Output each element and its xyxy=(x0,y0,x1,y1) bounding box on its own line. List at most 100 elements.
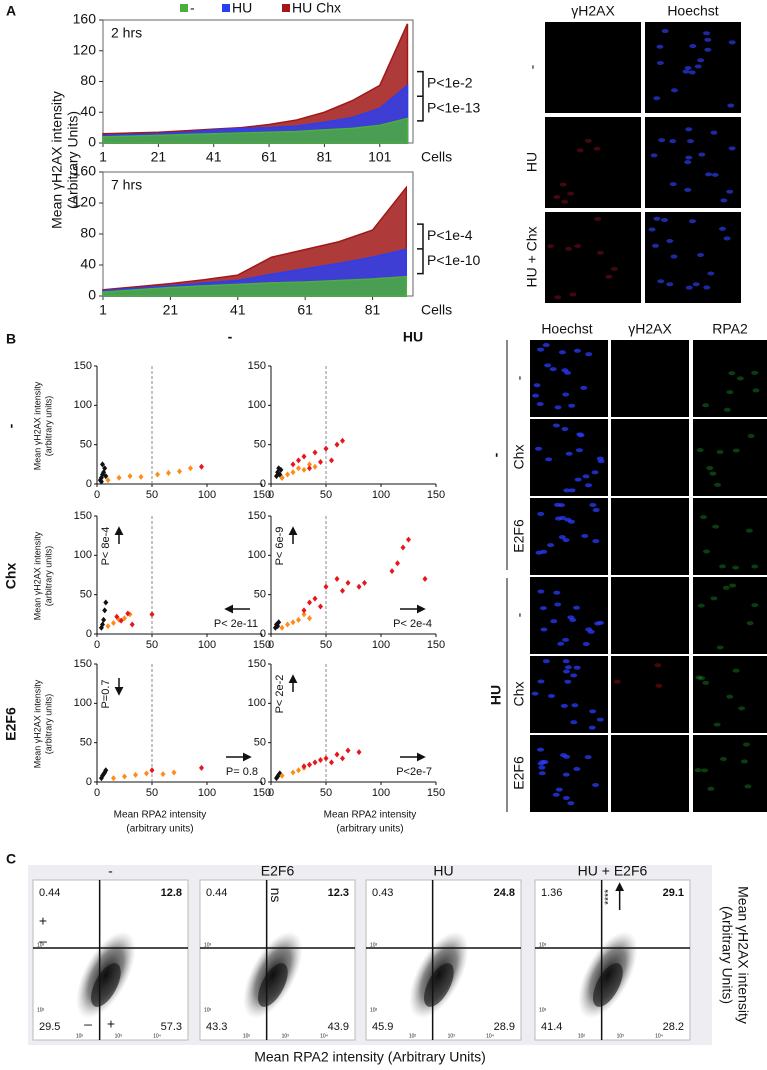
y-tick-label: 0 xyxy=(86,628,92,640)
point xyxy=(290,619,296,626)
y-tick-label: 50 xyxy=(254,439,266,451)
quadrant-value: 41.4 xyxy=(541,1021,562,1033)
x-axis-label: Mean RPA2 intensity (Arbitrary Units) xyxy=(254,1049,486,1065)
p-value: P< 2e-2 xyxy=(274,675,286,714)
bracket xyxy=(417,70,424,122)
nucleus xyxy=(704,47,712,52)
x-tick-label: 0 xyxy=(268,489,274,501)
nucleus xyxy=(539,759,547,764)
point xyxy=(329,457,334,464)
point xyxy=(111,775,116,782)
point xyxy=(199,764,204,771)
x-tick-label: 101 xyxy=(368,149,392,165)
x-tick-label: 10³ xyxy=(115,1033,123,1039)
point xyxy=(290,469,296,476)
marker: – xyxy=(84,1016,92,1032)
nucleus xyxy=(535,446,543,451)
point xyxy=(345,747,351,754)
nucleus xyxy=(554,295,562,300)
x-tick-label: 1 xyxy=(99,302,107,318)
axes xyxy=(96,366,262,485)
annotation: 7 hrs xyxy=(111,177,142,193)
nucleus xyxy=(702,403,710,408)
p-value: P< 2e-4 xyxy=(393,618,432,630)
point xyxy=(312,759,318,766)
x-tick-label: 10⁴ xyxy=(153,1033,161,1039)
point xyxy=(100,621,105,628)
nucleus xyxy=(558,350,566,355)
nucleus xyxy=(549,367,557,372)
y-label-line: Mean γH2AX intensity xyxy=(735,886,751,1024)
nucleus xyxy=(592,508,600,513)
nucleus xyxy=(558,535,566,540)
nucleus xyxy=(553,590,561,595)
micrograph xyxy=(611,340,689,417)
p-value: P<1e-2 xyxy=(427,75,473,91)
nucleus xyxy=(684,187,692,192)
nucleus xyxy=(580,385,588,390)
nucleus xyxy=(697,603,705,608)
row-label-group: - xyxy=(524,64,540,69)
point xyxy=(318,603,323,610)
column-header: - xyxy=(228,329,233,345)
nucleus xyxy=(723,236,731,241)
density-core xyxy=(257,963,288,1007)
panel-label: A xyxy=(6,3,16,19)
nucleus xyxy=(694,768,702,773)
nucleus xyxy=(707,786,715,791)
y-tick-label: 0 xyxy=(260,628,266,640)
x-tick-label: 50 xyxy=(320,489,332,501)
y-tick-label: 40 xyxy=(80,256,96,272)
y-label-line: Mean γH2AX intensity xyxy=(32,531,42,620)
point xyxy=(340,437,345,444)
x-axis-label: Mean RPA2 intensity xyxy=(114,810,207,821)
point xyxy=(296,616,301,623)
significance-group: ns xyxy=(268,888,284,903)
nucleus xyxy=(537,679,545,684)
nucleus xyxy=(701,768,709,773)
point xyxy=(138,473,144,480)
nucleus xyxy=(589,709,597,714)
nucleus xyxy=(697,252,705,257)
density-core xyxy=(592,963,623,1007)
row-label-group: HU + Chx xyxy=(524,226,540,287)
nucleus xyxy=(592,783,600,788)
y-tick-label: 0 xyxy=(86,478,92,490)
nucleus xyxy=(575,448,583,453)
group-label: HU xyxy=(488,685,504,705)
x-axis-label: (arbitrary units) xyxy=(336,824,403,835)
y-tick-label: 0 xyxy=(260,776,266,788)
nucleus xyxy=(584,138,592,143)
y-label-line: Mean γH2AX intensity xyxy=(32,679,42,768)
point xyxy=(160,771,166,778)
nucleus xyxy=(544,363,552,368)
nucleus xyxy=(554,516,562,521)
axes xyxy=(270,366,436,485)
nucleus xyxy=(661,218,669,223)
point xyxy=(334,441,340,448)
nucleus xyxy=(552,423,560,428)
nucleus xyxy=(533,383,541,388)
point xyxy=(340,755,345,762)
micrograph xyxy=(693,735,767,812)
nucleus xyxy=(713,722,721,727)
p-value-group: P< 8e-4 xyxy=(100,527,112,566)
x-tick-label: 10³ xyxy=(617,1033,625,1039)
x-tick-label: 41 xyxy=(230,302,246,318)
nucleus xyxy=(594,216,602,221)
quadrant-value: 45.9 xyxy=(372,1021,393,1033)
y-tick-label: 150 xyxy=(248,360,266,372)
axes xyxy=(96,664,262,783)
point xyxy=(290,769,296,776)
row-label: E2F6 xyxy=(3,707,19,741)
point xyxy=(323,583,329,590)
row-label: - xyxy=(511,375,527,380)
nucleus xyxy=(539,606,547,611)
y-tick-label: 10² xyxy=(204,1007,212,1013)
nucleus xyxy=(593,146,601,151)
row-label: - xyxy=(3,423,19,428)
nucleus xyxy=(696,448,704,453)
nucleus xyxy=(605,274,613,279)
nucleus xyxy=(751,370,759,375)
x-tick-label: 10² xyxy=(243,1033,251,1039)
